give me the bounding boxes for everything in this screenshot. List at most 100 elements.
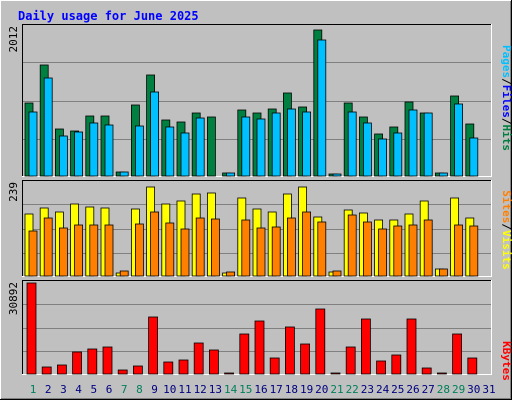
- bar-files-day-10: [165, 126, 175, 177]
- bar-files-day-22: [347, 111, 357, 177]
- bar-files-day-6: [104, 124, 114, 177]
- bar-kbytes-day-5: [87, 348, 98, 375]
- bar-kbytes-day-22: [345, 346, 356, 375]
- bar-files-day-12: [195, 117, 205, 177]
- hits-files-pages-panel: 2012: [7, 24, 492, 177]
- day-label-10: 10: [163, 383, 176, 396]
- day-label-6: 6: [106, 383, 113, 396]
- day-label-20: 20: [315, 383, 328, 396]
- legend-visits-label: Visits: [500, 230, 512, 270]
- bar-kbytes-day-12: [193, 342, 204, 375]
- bar-sites-day-12: [195, 217, 205, 277]
- bar-hits-day-13: [206, 116, 216, 177]
- bar-kbytes-day-25: [391, 354, 402, 375]
- bar-kbytes-day-7: [117, 369, 128, 375]
- bar-sites-day-13: [210, 218, 220, 277]
- bar-files-day-24: [378, 138, 388, 177]
- legend-kbytes-label: KBytes: [500, 341, 512, 381]
- day-label-24: 24: [376, 383, 390, 396]
- day-label-18: 18: [285, 383, 298, 396]
- day-label-11: 11: [178, 383, 191, 396]
- bar-sites-day-19: [302, 211, 312, 277]
- bar-files-day-25: [393, 132, 403, 177]
- day-label-9: 9: [151, 383, 158, 396]
- bar-files-day-28: [438, 172, 448, 177]
- bar-sites-day-24: [378, 228, 388, 277]
- bar-kbytes-day-11: [178, 359, 189, 375]
- day-label-4: 4: [75, 383, 82, 396]
- bar-sites-day-15: [241, 219, 251, 277]
- legend-hits-label: Hits: [500, 125, 512, 152]
- bar-files-day-30: [469, 137, 479, 177]
- bar-sites-day-4: [74, 224, 83, 277]
- bar-sites-day-22: [347, 214, 357, 277]
- bar-sites-day-1: [28, 230, 38, 277]
- legend-pages-label: Pages: [500, 45, 512, 78]
- day-label-19: 19: [300, 383, 313, 396]
- bar-kbytes-day-10: [163, 361, 174, 375]
- day-label-7: 7: [121, 383, 128, 396]
- svg-text:KBytes: KBytes: [500, 341, 512, 381]
- day-label-28: 28: [437, 383, 450, 396]
- day-label-22: 22: [346, 383, 359, 396]
- day-label-8: 8: [136, 383, 143, 396]
- bar-sites-day-7: [119, 270, 129, 277]
- bar-sites-day-10: [165, 222, 175, 277]
- bar-kbytes-day-28: [436, 372, 447, 375]
- day-label-17: 17: [270, 383, 283, 396]
- bar-sites-day-28: [438, 268, 448, 277]
- bar-files-day-1: [28, 111, 38, 177]
- bar-sites-day-23: [362, 221, 372, 277]
- day-label-30: 30: [467, 383, 480, 396]
- bar-sites-day-8: [134, 223, 144, 277]
- day-labels: 1 2 3 4 5 6 7 8 9 10 11 12 13 14 15 16 17 18 19 20 21 22 23 24 2…: [30, 383, 496, 396]
- bar-kbytes-day-30: [467, 357, 478, 375]
- bar-files-day-18: [286, 108, 296, 177]
- bar-sites-day-5: [89, 224, 99, 277]
- bar-files-day-16: [256, 118, 266, 177]
- y-max-label: 2012: [7, 26, 20, 53]
- legend-separator: /: [500, 223, 512, 230]
- bar-sites-day-30: [469, 225, 479, 277]
- bar-sites-day-21: [332, 270, 342, 277]
- svg-text:Pages/Files/Hits: Pages/Files/Hits: [500, 45, 512, 151]
- bar-kbytes-day-17: [269, 357, 280, 375]
- bar-files-day-4: [74, 131, 83, 177]
- legend-panel-3: KBytes: [500, 341, 512, 381]
- bar-sites-day-18: [286, 217, 296, 277]
- bar-sites-day-14: [226, 271, 236, 277]
- day-label-3: 3: [60, 383, 67, 396]
- day-label-13: 13: [209, 383, 222, 396]
- bar-files-day-11: [180, 132, 190, 177]
- bar-kbytes-day-29: [452, 333, 463, 375]
- chart-title: Daily usage for June 2025: [18, 9, 199, 23]
- day-label-1: 1: [30, 383, 37, 396]
- bar-kbytes-day-26: [406, 318, 417, 375]
- bar-files-day-23: [362, 122, 372, 177]
- legend-panel-1: Pages/Files/Hits: [500, 45, 512, 151]
- bar-kbytes-day-6: [102, 346, 113, 375]
- visits-sites-panel: 239: [7, 180, 492, 277]
- bar-files-day-14: [226, 172, 236, 177]
- bar-sites-day-27: [423, 219, 433, 277]
- bar-kbytes-day-9: [148, 316, 159, 375]
- legend-files-label: Files: [500, 85, 512, 118]
- bar-sites-day-16: [256, 227, 266, 277]
- bar-files-day-7: [119, 171, 129, 177]
- day-label-12: 12: [194, 383, 207, 396]
- bar-files-day-26: [408, 109, 418, 177]
- bar-sites-day-11: [180, 228, 190, 277]
- bar-kbytes-day-2: [41, 366, 52, 375]
- bar-kbytes-day-8: [132, 365, 143, 375]
- bar-sites-day-17: [271, 226, 281, 277]
- bar-files-day-8: [134, 125, 144, 177]
- kbytes-panel: 30892: [7, 280, 492, 375]
- bar-sites-day-25: [393, 225, 403, 277]
- bar-files-day-19: [302, 111, 312, 177]
- bar-files-day-29: [454, 103, 464, 177]
- svg-text:Sites/Visits: Sites/Visits: [500, 190, 512, 270]
- bar-kbytes-day-27: [421, 367, 432, 375]
- bar-files-day-17: [271, 112, 281, 177]
- bar-files-day-9: [150, 91, 160, 177]
